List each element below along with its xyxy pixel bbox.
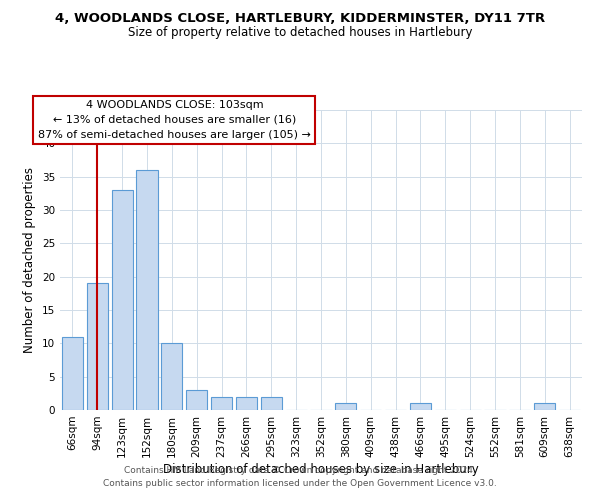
Bar [136, 170, 158, 410]
Text: 4, WOODLANDS CLOSE, HARTLEBURY, KIDDERMINSTER, DY11 7TR: 4, WOODLANDS CLOSE, HARTLEBURY, KIDDERMI… [55, 12, 545, 26]
Bar [62, 336, 83, 410]
Bar [236, 396, 257, 410]
Text: Size of property relative to detached houses in Hartlebury: Size of property relative to detached ho… [128, 26, 472, 39]
X-axis label: Distribution of detached houses by size in Hartlebury: Distribution of detached houses by size … [163, 462, 479, 475]
Bar [410, 404, 431, 410]
Bar [161, 344, 182, 410]
Bar [335, 404, 356, 410]
Bar [261, 396, 282, 410]
Text: Contains HM Land Registry data © Crown copyright and database right 2024.
Contai: Contains HM Land Registry data © Crown c… [103, 466, 497, 487]
Bar [211, 396, 232, 410]
Text: 4 WOODLANDS CLOSE: 103sqm
← 13% of detached houses are smaller (16)
87% of semi-: 4 WOODLANDS CLOSE: 103sqm ← 13% of detac… [38, 100, 311, 140]
Bar [186, 390, 207, 410]
Bar [112, 190, 133, 410]
Bar [534, 404, 555, 410]
Y-axis label: Number of detached properties: Number of detached properties [23, 167, 37, 353]
Bar [87, 284, 108, 410]
